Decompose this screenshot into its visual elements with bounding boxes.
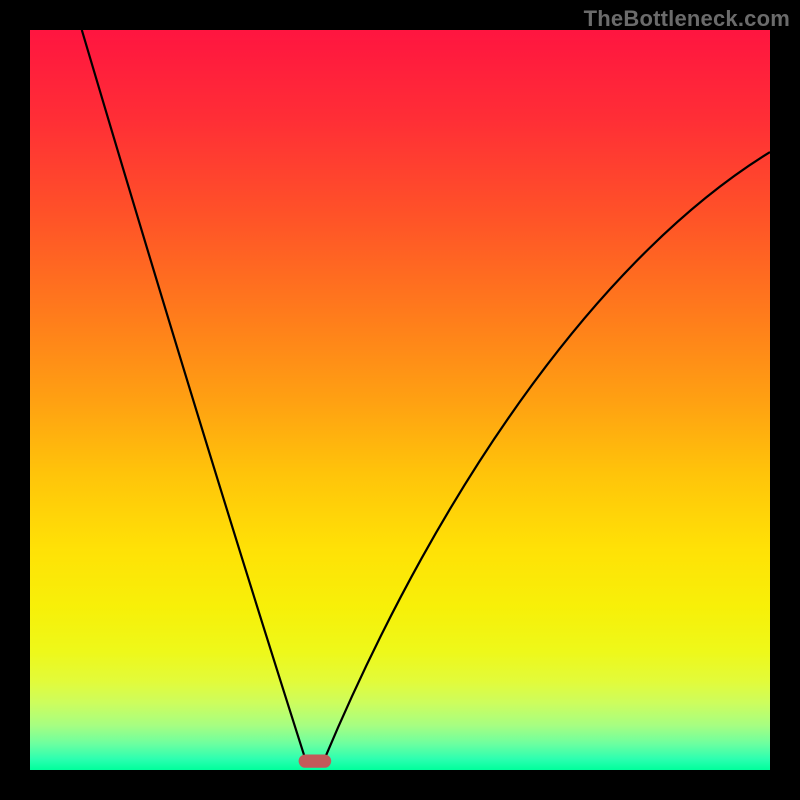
chart-svg bbox=[30, 30, 770, 770]
watermark-text: TheBottleneck.com bbox=[584, 6, 790, 32]
gradient-background bbox=[30, 30, 770, 770]
optimal-point-marker bbox=[299, 754, 332, 767]
bottleneck-chart bbox=[30, 30, 770, 770]
